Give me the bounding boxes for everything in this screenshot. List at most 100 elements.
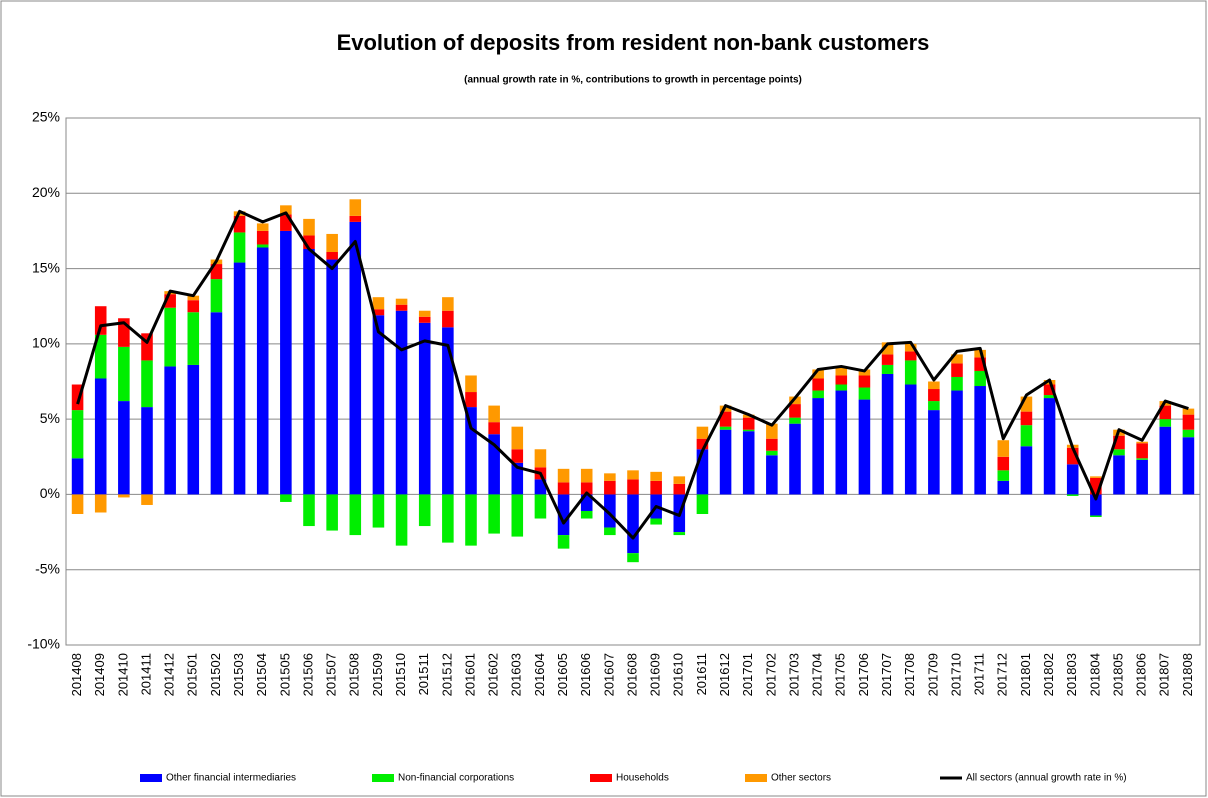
bar-segment [233,232,246,263]
bar-segment [812,390,824,399]
bar-segment [1020,425,1033,447]
bar-segment [742,417,755,430]
x-tick-label: 201706 [856,653,871,696]
bar-segment [812,369,824,379]
bar-segment [349,215,362,222]
bar-segment [766,455,778,495]
bar-segment [650,518,662,525]
x-tick-label: 201411 [138,653,153,695]
bar-segment [904,343,917,352]
x-tick-label: 201601 [462,653,477,696]
bar-segment [1066,464,1079,495]
bar-segment [118,318,130,347]
bar-segment [1113,449,1125,456]
bar-segment [812,378,824,391]
x-tick-label: 201805 [1110,653,1125,696]
bar-segment [280,230,292,495]
bar-segment [326,494,338,531]
y-tick-label: -10% [27,636,60,652]
bar-segment [696,438,709,450]
x-tick-label: 201804 [1087,653,1102,696]
bar-segment [141,407,153,495]
bar-segment [858,399,871,495]
bar-segment [280,205,292,215]
bar-segment [256,247,269,495]
bar-segment [71,458,84,495]
x-tick-label: 201408 [69,653,84,696]
bar-segment [627,470,639,480]
bar-segment [418,316,431,323]
bar-segment [1136,459,1148,495]
bar-segment [951,376,963,391]
bar-segment [604,494,616,528]
bar-segment [141,494,153,505]
bar-segment [1136,441,1148,444]
bar-segment [164,294,176,308]
bar-segment [696,494,709,515]
bar-segment [1043,398,1056,495]
bar-segment [673,476,686,484]
bar-segment [789,417,801,424]
bar-segment [928,401,940,411]
bar-segment [280,214,292,231]
bar-segment [835,390,848,495]
chart-title: Evolution of deposits from resident non-… [337,30,930,55]
bar-segment [719,429,732,495]
bar-segment [71,494,84,515]
bar-segment [650,471,662,481]
bar-segment [627,494,639,554]
bar-segment [580,482,593,495]
bar-segment [627,479,639,495]
bar-segment [511,462,524,495]
bar-segment [812,398,824,495]
bar-segment [187,312,200,365]
bar-segment [465,392,477,408]
bar-segment [1113,435,1125,450]
bar-segment [696,449,709,495]
x-tick-label: 201512 [439,653,454,696]
x-tick-label: 201410 [115,653,130,696]
bar-segment [604,473,616,481]
bar-segment [881,354,894,365]
bar-segment [94,378,107,495]
x-tick-label: 201712 [995,653,1010,696]
bar-segment [604,527,616,536]
x-tick-label: 201507 [324,653,339,696]
bar-segment [673,532,686,536]
bar-segment [742,431,755,495]
bar-segment [997,456,1010,471]
bar-segment [557,468,570,483]
bar-segment [904,384,917,495]
bar-segment [326,252,338,260]
bar-segment [1159,405,1172,420]
bar-segment [904,360,917,385]
x-tick-label: 201511 [416,653,431,695]
x-tick-label: 201808 [1180,653,1195,696]
bar-segment [256,244,269,248]
bar-segment [303,248,315,495]
bar-segment [650,480,662,495]
bar-segment [233,262,246,495]
bar-segment [349,199,362,216]
bar-segment [742,429,755,432]
bar-segment [256,223,269,231]
bar-segment [303,218,315,236]
bar-segment [418,494,431,527]
bar-segment [187,364,200,495]
x-tick-label: 201603 [509,653,524,696]
x-tick-label: 201409 [92,653,107,696]
bar-segment [1043,384,1056,396]
x-tick-label: 201602 [486,653,501,696]
bar-segment [210,264,223,280]
legend-label: Other financial intermediaries [166,773,296,784]
bar-segment [511,426,524,450]
x-tick-label: 201807 [1157,653,1172,696]
bar-segment [280,494,292,502]
x-tick-label: 201510 [393,653,408,696]
bar-segment [580,468,593,483]
x-tick-label: 201612 [717,653,732,696]
bar-segment [187,300,200,313]
bar-segment [94,306,107,335]
bar-segment [141,333,153,361]
x-tick-label: 201806 [1134,653,1149,696]
